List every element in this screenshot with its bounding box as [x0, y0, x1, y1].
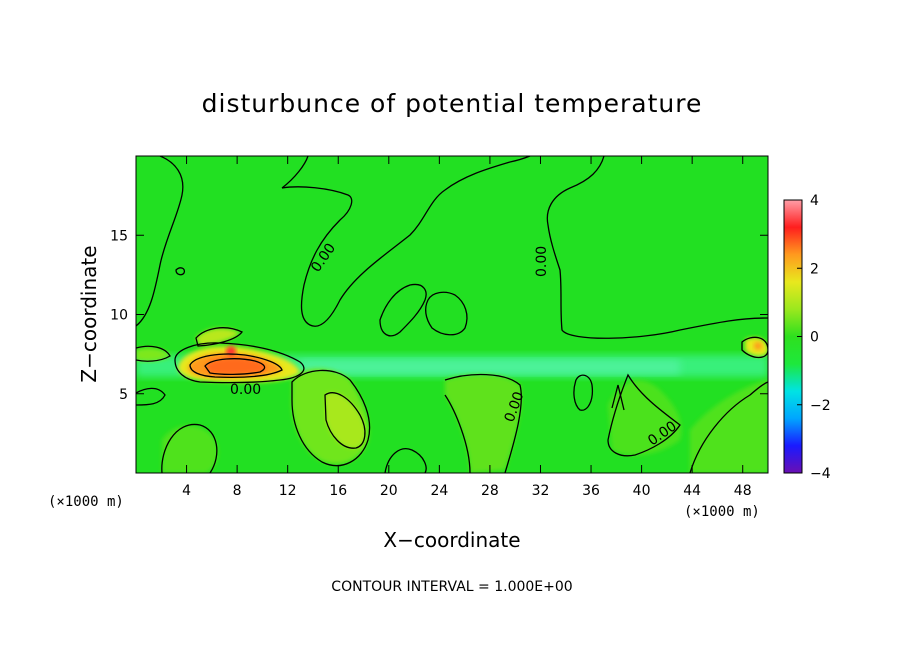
y-tick-label: 15 — [110, 228, 128, 244]
contour-interval: CONTOUR INTERVAL = 1.000E+00 — [331, 579, 572, 595]
colorbar-tick-label: −2 — [810, 398, 831, 414]
x-tick-label: 24 — [430, 483, 448, 499]
warm-streak — [196, 328, 240, 346]
warm-region-lower-core — [325, 392, 365, 449]
x-tick-label: 48 — [734, 483, 752, 499]
colorbar-tick-label: −4 — [810, 466, 831, 482]
x-tick-label: 40 — [633, 483, 651, 499]
contour-line — [611, 384, 625, 411]
x-tick-label: 28 — [481, 483, 499, 499]
colorbar-tick-label: 4 — [810, 193, 819, 209]
x-tick-label: 20 — [380, 483, 398, 499]
contour-line — [204, 358, 266, 376]
heatmap — [136, 156, 768, 473]
contour-line — [546, 156, 768, 339]
contour-line — [161, 423, 218, 473]
contour-line — [324, 392, 366, 449]
y-tick-label: 5 — [119, 387, 128, 403]
left-edge-anomaly — [136, 348, 170, 362]
warm-region-lower-3 — [162, 425, 218, 473]
y-axis-unit: (×1000 m) — [48, 494, 124, 510]
contour-line — [175, 267, 186, 276]
x-tick-label: 12 — [279, 483, 297, 499]
x-tick-label: 4 — [182, 483, 191, 499]
warm-region-right — [690, 380, 768, 473]
x-axis: 4 8 12 16 20 24 28 32 36 40 44 48 — [182, 156, 752, 499]
contour-line — [281, 156, 309, 189]
contour-line — [689, 381, 768, 473]
contour-line — [379, 283, 427, 337]
x-axis-unit: (×1000 m) — [684, 504, 760, 520]
x-tick-label: 8 — [233, 483, 242, 499]
y-axis: 5 10 15 — [110, 228, 768, 403]
x-tick-label: 32 — [532, 483, 550, 499]
x-tick-label: 16 — [329, 483, 347, 499]
colorbar: 4 2 0 −2 −4 — [783, 193, 831, 482]
contour-line — [136, 387, 166, 406]
contour-line — [189, 353, 283, 378]
contour-line — [425, 291, 468, 336]
contour-line — [291, 369, 371, 467]
x-tick-label: 36 — [582, 483, 600, 499]
y-axis-label: Z−coordinate — [77, 245, 101, 382]
contour-label: 0.00 — [534, 246, 550, 277]
contour-line — [136, 345, 171, 362]
contour-line — [136, 156, 184, 327]
x-tick-label: 44 — [683, 483, 701, 499]
contour-line — [384, 448, 427, 473]
warm-region-lower-2 — [445, 374, 522, 473]
colorbar-ticks: 4 2 0 −2 −4 — [797, 193, 831, 482]
warm-anomaly-core — [205, 357, 266, 375]
contour-line — [444, 373, 522, 473]
contour-label: 0.00 — [230, 382, 261, 398]
contour-line — [195, 327, 244, 347]
contour-line — [573, 374, 594, 411]
chart-title: disturbunce of potential temperature — [202, 89, 703, 118]
cool-layer-core — [300, 360, 680, 374]
warm-region-mid — [608, 380, 682, 456]
contour-line — [444, 394, 471, 473]
colorbar-tick-label: 2 — [810, 261, 819, 277]
right-edge-anomaly-core — [754, 342, 762, 350]
contour-line — [281, 156, 531, 327]
colorbar-tick-label: 0 — [810, 330, 819, 346]
x-axis-label: X−coordinate — [383, 528, 520, 552]
y-tick-label: 10 — [110, 308, 128, 324]
contour-lines — [136, 156, 768, 473]
